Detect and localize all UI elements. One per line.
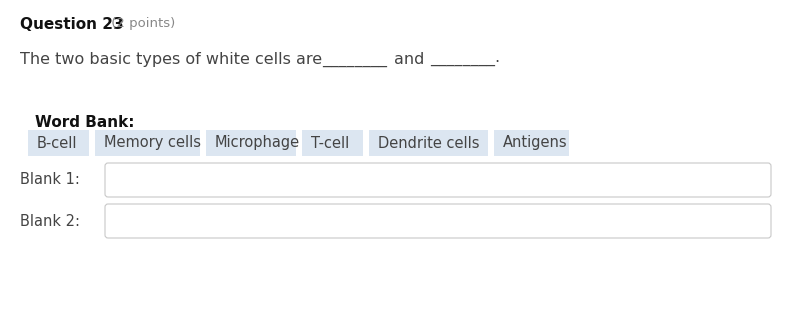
FancyBboxPatch shape — [369, 130, 488, 156]
FancyBboxPatch shape — [494, 130, 570, 156]
Text: The two basic types of white cells are: The two basic types of white cells are — [20, 52, 322, 67]
Text: (2 points): (2 points) — [107, 17, 175, 30]
FancyBboxPatch shape — [105, 204, 771, 238]
Text: Blank 1:: Blank 1: — [20, 173, 80, 187]
Text: and: and — [394, 52, 424, 67]
FancyBboxPatch shape — [95, 130, 200, 156]
Text: Dendrite cells: Dendrite cells — [378, 136, 479, 150]
Text: Microphage: Microphage — [214, 136, 300, 150]
Text: ________: ________ — [322, 52, 387, 67]
Text: Antigens: Antigens — [502, 136, 567, 150]
Text: T-cell: T-cell — [310, 136, 349, 150]
Text: Blank 2:: Blank 2: — [20, 214, 80, 228]
FancyBboxPatch shape — [206, 130, 296, 156]
FancyBboxPatch shape — [302, 130, 363, 156]
FancyBboxPatch shape — [105, 163, 771, 197]
Text: ________.: ________. — [430, 52, 500, 67]
Text: Question 23: Question 23 — [20, 17, 124, 32]
Text: B-cell: B-cell — [37, 136, 78, 150]
Text: Word Bank:: Word Bank: — [35, 115, 134, 130]
Text: Memory cells: Memory cells — [104, 136, 202, 150]
FancyBboxPatch shape — [28, 130, 90, 156]
